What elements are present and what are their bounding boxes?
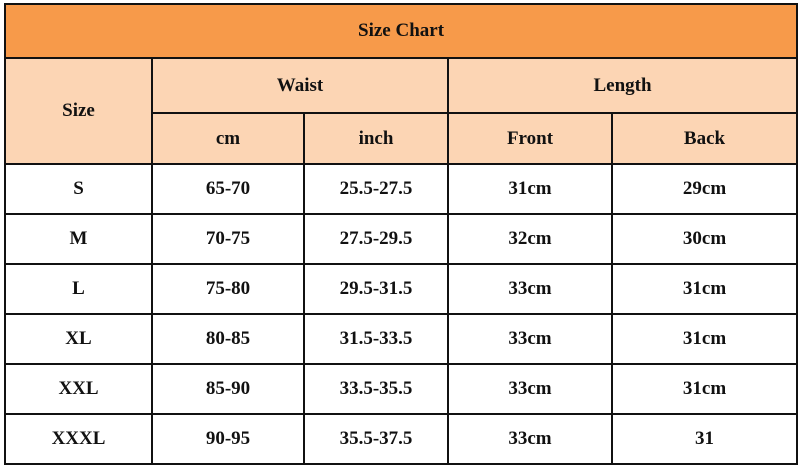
header-length-back: Back bbox=[610, 112, 799, 165]
cell-front: 33cm bbox=[447, 413, 613, 465]
cell-front: 33cm bbox=[447, 263, 613, 315]
cell-size: XXL bbox=[4, 363, 153, 415]
header-length: Length bbox=[446, 57, 799, 114]
cell-inch: 31.5-33.5 bbox=[303, 313, 449, 365]
cell-size: M bbox=[4, 213, 153, 265]
cell-inch: 27.5-29.5 bbox=[303, 213, 449, 265]
header-waist-cm: cm bbox=[151, 112, 305, 165]
table-row: XXL 85-90 33.5-35.5 33cm 31cm bbox=[4, 363, 799, 415]
cell-front: 33cm bbox=[447, 313, 613, 365]
cell-back: 31cm bbox=[610, 363, 799, 415]
cell-front: 31cm bbox=[447, 163, 613, 215]
cell-inch: 33.5-35.5 bbox=[303, 363, 449, 415]
cell-back: 31cm bbox=[610, 263, 799, 315]
header-waist: Waist bbox=[151, 57, 449, 114]
table-row: L 75-80 29.5-31.5 33cm 31cm bbox=[4, 263, 799, 315]
cell-back: 29cm bbox=[610, 163, 799, 215]
table-row: S 65-70 25.5-27.5 31cm 29cm bbox=[4, 163, 799, 215]
cell-cm: 80-85 bbox=[151, 313, 305, 365]
cell-size: L bbox=[4, 263, 153, 315]
table-row: M 70-75 27.5-29.5 32cm 30cm bbox=[4, 213, 799, 265]
header-waist-inch: inch bbox=[303, 112, 449, 165]
cell-inch: 35.5-37.5 bbox=[303, 413, 449, 465]
cell-back: 31cm bbox=[610, 313, 799, 365]
cell-inch: 25.5-27.5 bbox=[303, 163, 449, 215]
cell-size: XL bbox=[4, 313, 153, 365]
cell-cm: 85-90 bbox=[151, 363, 305, 415]
cell-cm: 70-75 bbox=[151, 213, 305, 265]
cell-cm: 75-80 bbox=[151, 263, 305, 315]
cell-size: S bbox=[4, 163, 153, 215]
cell-cm: 65-70 bbox=[151, 163, 305, 215]
header-length-front: Front bbox=[447, 112, 613, 165]
cell-back: 31 bbox=[610, 413, 799, 465]
cell-inch: 29.5-31.5 bbox=[303, 263, 449, 315]
cell-cm: 90-95 bbox=[151, 413, 305, 465]
cell-back: 30cm bbox=[610, 213, 799, 265]
table-row: XL 80-85 31.5-33.5 33cm 31cm bbox=[4, 313, 799, 365]
table-title: Size Chart bbox=[3, 3, 799, 59]
table-row: XXXL 90-95 35.5-37.5 33cm 31 bbox=[4, 413, 799, 465]
cell-front: 32cm bbox=[447, 213, 613, 265]
size-chart-table: Size Chart Size Waist Length cm inch Fro… bbox=[3, 3, 799, 465]
cell-front: 33cm bbox=[447, 363, 613, 415]
cell-size: XXXL bbox=[4, 413, 153, 465]
header-size: Size bbox=[4, 57, 153, 165]
